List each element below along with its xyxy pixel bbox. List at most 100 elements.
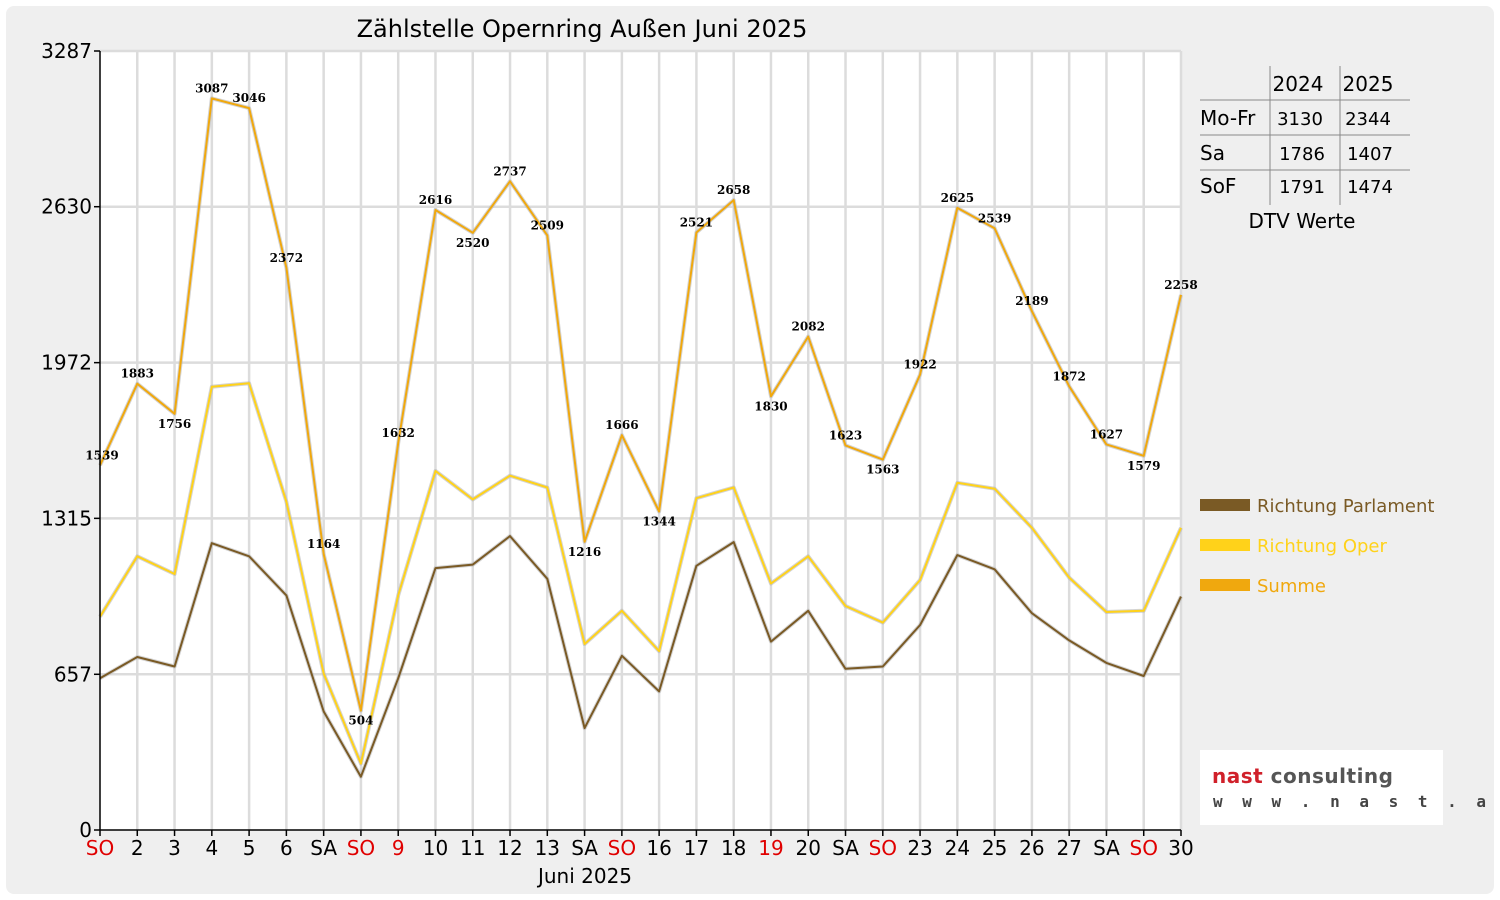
- data-label: 2258: [1164, 278, 1197, 292]
- data-label: 2658: [717, 183, 750, 197]
- x-tick-label: SO: [86, 836, 114, 860]
- x-tick-label: 18: [721, 836, 746, 860]
- data-label: 1623: [829, 428, 862, 442]
- dtv-caption: DTV Werte: [1249, 209, 1356, 233]
- dtv-cell: 1407: [1347, 144, 1393, 165]
- x-tick-label: 2: [131, 836, 144, 860]
- data-label: 504: [348, 714, 373, 728]
- x-tick-label: SA: [571, 836, 598, 860]
- legend-swatch: [1200, 539, 1250, 551]
- x-tick-label: 16: [646, 836, 671, 860]
- dtv-cell: 1786: [1279, 144, 1325, 165]
- x-tick-label: SA: [832, 836, 859, 860]
- dtv-cell: 2344: [1345, 109, 1391, 130]
- x-tick-label: SO: [608, 836, 636, 860]
- data-label: 1872: [1052, 369, 1085, 383]
- data-label: 2625: [941, 191, 974, 205]
- x-tick-label: 30: [1168, 836, 1193, 860]
- x-tick-label: 9: [392, 836, 405, 860]
- data-label: 2372: [270, 251, 303, 265]
- dtv-header-2025: 2025: [1343, 72, 1394, 96]
- axes: [99, 51, 1181, 831]
- legend-swatch: [1200, 499, 1250, 511]
- data-label: 1830: [754, 399, 787, 413]
- x-tick-label: SO: [1130, 836, 1158, 860]
- legend-entry: Summe: [1257, 576, 1326, 597]
- x-tick-label: 6: [280, 836, 293, 860]
- x-tick-label: 19: [758, 836, 783, 860]
- x-tick-label: 10: [423, 836, 448, 860]
- legend-entry: Richtung Oper: [1257, 536, 1388, 557]
- dtv-row-label: Mo-Fr: [1200, 106, 1256, 130]
- value-labels: 1539 1883 1756 3087 3046 2372 1164 504 1632 2616 2…: [85, 81, 1197, 727]
- horizontal-grid: [100, 49, 1181, 676]
- data-label: 2189: [1015, 294, 1048, 308]
- logo-url: w w w . n a s t . a t: [1213, 792, 1500, 811]
- data-label: 1756: [158, 417, 191, 431]
- x-tick-label: 24: [945, 836, 970, 860]
- data-label: 1216: [568, 545, 601, 559]
- legend-entry: Richtung Parlament: [1257, 496, 1434, 517]
- data-label: 2082: [792, 320, 825, 334]
- y-tick-label: 2630: [41, 195, 92, 219]
- x-tick-label: 25: [982, 836, 1007, 860]
- dtv-table: 2024 2025 Mo-Fr 3130 2344 Sa 1786 1407 S…: [1200, 66, 1410, 233]
- data-label: 2737: [493, 164, 526, 178]
- x-tick-label: 27: [1056, 836, 1081, 860]
- data-label: 2616: [419, 193, 452, 207]
- data-label: 1344: [642, 514, 675, 528]
- x-tick-label: 11: [460, 836, 485, 860]
- y-tick-label: 1315: [41, 506, 92, 530]
- x-tick-label: SO: [869, 836, 897, 860]
- legend-swatch: [1200, 579, 1250, 591]
- x-tick-label: 26: [1019, 836, 1044, 860]
- legend: Richtung Parlament Richtung Oper Summe: [1200, 496, 1434, 597]
- chart-title: Zählstelle Opernring Außen Juni 2025: [357, 15, 808, 43]
- data-label: 1539: [85, 448, 118, 462]
- x-tick-label: 23: [907, 836, 932, 860]
- x-tick-label: SA: [310, 836, 337, 860]
- series-lines: [98, 96, 1183, 779]
- x-axis-label: Juni 2025: [536, 864, 632, 888]
- x-tick-label: SA: [1093, 836, 1120, 860]
- dtv-cell: 3130: [1277, 109, 1323, 130]
- x-tick-label: 5: [243, 836, 256, 860]
- data-label: 2539: [978, 211, 1011, 225]
- data-label: 1579: [1127, 459, 1160, 473]
- series-line: [99, 535, 1182, 778]
- dtv-row-label: SoF: [1200, 174, 1236, 198]
- logo-brand-nast: nast: [1212, 764, 1264, 788]
- logo-brand-consulting: consulting: [1270, 764, 1394, 788]
- x-tick-label: 17: [684, 836, 709, 860]
- data-label: 3046: [232, 91, 265, 105]
- data-label: 1563: [866, 463, 899, 477]
- y-tick-label: 0: [79, 818, 92, 842]
- y-tick-labels: 0 657 1315 1972 2630 3287: [41, 39, 100, 842]
- x-tick-label: 13: [535, 836, 560, 860]
- logo-brand: nast consulting: [1212, 764, 1393, 788]
- data-label: 2520: [456, 236, 489, 250]
- data-label: 2521: [680, 216, 713, 230]
- data-label: 1883: [121, 367, 154, 381]
- data-label: 1627: [1090, 427, 1123, 441]
- data-label: 3087: [195, 81, 228, 95]
- dtv-row-label: Sa: [1200, 141, 1225, 165]
- y-tick-label: 657: [54, 662, 92, 686]
- x-tick-label: SO: [347, 836, 375, 860]
- dtv-header-2024: 2024: [1273, 72, 1324, 96]
- dtv-cell: 1791: [1279, 177, 1325, 198]
- data-label: 1666: [605, 418, 638, 432]
- nast-consulting-logo: nast consulting w w w . n a s t . a t: [1200, 750, 1500, 825]
- data-label: 1164: [307, 537, 340, 551]
- dtv-cell: 1474: [1347, 177, 1393, 198]
- plot-area: [100, 51, 1181, 830]
- x-tick-label: 20: [796, 836, 821, 860]
- x-tick-label: 4: [205, 836, 218, 860]
- data-label: 1632: [382, 426, 415, 440]
- x-tick-labels: SO 2 3 4 5 6 SA SO 9 10 11 12 13 SA SO 16 17 18 19 20 SA SO 23…: [86, 830, 1194, 860]
- series-line: [99, 97, 1182, 712]
- data-label: 1922: [903, 357, 936, 371]
- x-tick-label: 3: [168, 836, 181, 860]
- series-line: [99, 382, 1182, 765]
